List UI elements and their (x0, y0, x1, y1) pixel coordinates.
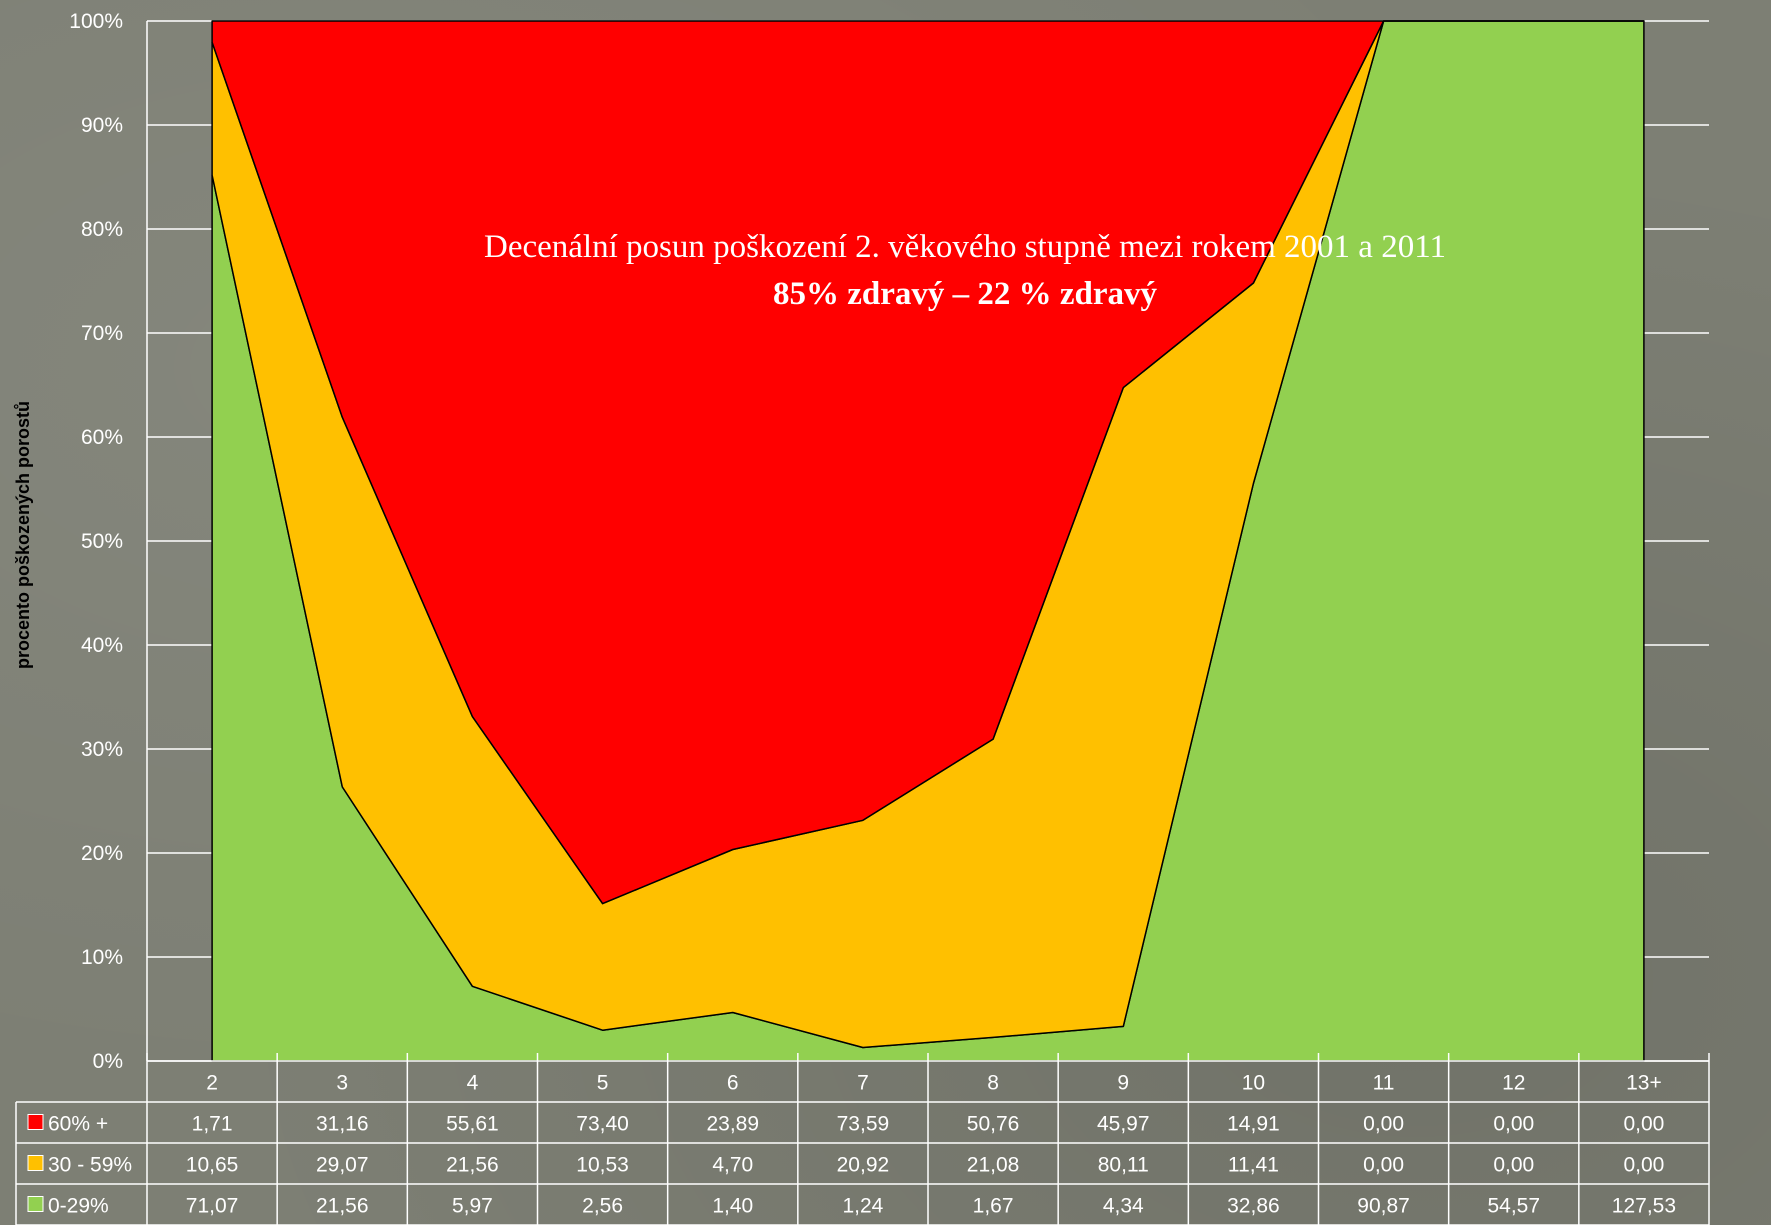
data-table: 2 3 4 5 6 7 8 9 10 11 12 13+ 60% + 1,71 31,16 55,61 73,4… (15, 1060, 1710, 1225)
legend-label: 60% + (48, 1113, 108, 1136)
data-table-cell: 0,00 (1363, 1154, 1404, 1177)
data-table-cell: 55,61 (446, 1113, 499, 1136)
data-table-cell: 1,40 (712, 1195, 753, 1218)
data-table-cell: 80,11 (1098, 1154, 1149, 1177)
data-table-cell: 10,53 (576, 1154, 629, 1177)
x-tick-label: 3 (336, 1072, 348, 1095)
data-table-cell: 5,97 (452, 1195, 493, 1218)
y-tick-label: 100% (69, 10, 123, 33)
data-table-cell: 4,34 (1103, 1195, 1144, 1218)
data-table-cell: 1,71 (192, 1113, 233, 1136)
x-tick-label: 9 (1117, 1072, 1129, 1095)
data-table-cell: 0,00 (1623, 1113, 1664, 1136)
data-table-cell: 21,56 (446, 1154, 499, 1177)
y-tick-label: 90% (81, 114, 123, 137)
x-tick-label: 12 (1502, 1072, 1525, 1095)
data-table-cell: 21,08 (967, 1154, 1020, 1177)
legend-key (27, 1114, 44, 1130)
legend-key (27, 1196, 44, 1212)
y-tick-label: 30% (81, 738, 123, 761)
y-tick-label: 50% (81, 530, 123, 553)
data-table-cell: 50,76 (967, 1113, 1020, 1136)
x-tick-label: 10 (1242, 1072, 1265, 1095)
data-table-cell: 45,97 (1097, 1113, 1150, 1136)
data-table-cell: 20,92 (837, 1154, 890, 1177)
x-tick-label: 11 (1373, 1072, 1395, 1095)
y-tick-label: 70% (81, 322, 123, 345)
data-table-cell: 10,65 (186, 1154, 239, 1177)
area-series-60 (211, 20, 1645, 905)
x-tick-label: 8 (987, 1072, 999, 1095)
y-tick-label: 20% (81, 842, 123, 865)
legend-label: 0-29% (48, 1195, 109, 1218)
y-axis-label: procento poškozených porostů (13, 401, 33, 669)
chart-title: Decenální posun poškození 2. věkového st… (484, 229, 1446, 265)
data-table-cell: 54,57 (1487, 1195, 1540, 1218)
data-table-cell: 11,41 (1228, 1154, 1279, 1177)
data-table-cell: 127,53 (1612, 1195, 1676, 1218)
y-tick-label: 80% (81, 218, 123, 241)
x-tick-label: 4 (467, 1072, 479, 1095)
y-tick-label: 0% (93, 1050, 123, 1073)
data-table-cell: 21,56 (316, 1195, 369, 1218)
data-table-cell: 29,07 (316, 1154, 369, 1177)
x-tick-label: 2 (206, 1072, 218, 1095)
x-tick-label: 13+ (1626, 1072, 1662, 1095)
x-tick-label: 7 (857, 1072, 869, 1095)
data-table-cell: 0,00 (1363, 1113, 1404, 1136)
data-table-cell: 0,00 (1623, 1154, 1664, 1177)
data-table-cell: 1,24 (842, 1195, 883, 1218)
data-table-cell: 14,91 (1227, 1113, 1280, 1136)
data-table-cell: 4,70 (712, 1154, 753, 1177)
data-table-cell: 1,67 (973, 1195, 1014, 1218)
x-tick-label: 6 (727, 1072, 739, 1095)
data-table-cell: 90,87 (1357, 1195, 1410, 1218)
data-table-cell: 71,07 (186, 1195, 239, 1218)
data-table-cell: 2,56 (582, 1195, 623, 1218)
data-table-cell: 23,89 (706, 1113, 759, 1136)
data-table-cell: 0,00 (1493, 1113, 1534, 1136)
x-tick-label: 5 (597, 1072, 609, 1095)
legend-key (27, 1155, 44, 1171)
y-tick-label: 40% (81, 634, 123, 657)
data-table-cell: 31,16 (316, 1113, 369, 1136)
chart-subtitle: 85% zdravý – 22 % zdravý (773, 276, 1158, 312)
data-table-cell: 0,00 (1493, 1154, 1534, 1177)
data-table-cell: 73,59 (837, 1113, 890, 1136)
data-table-cell: 32,86 (1227, 1195, 1280, 1218)
legend-label: 30 - 59% (48, 1154, 132, 1177)
y-tick-label: 10% (81, 946, 123, 969)
y-tick-label: 60% (81, 426, 123, 449)
plot-areas (211, 20, 1645, 1062)
data-table-cell: 73,40 (576, 1113, 629, 1136)
axes: 0% 10% 20% 30% 40% 50% 60% 70% 80% 90% 100% (69, 10, 1710, 1073)
